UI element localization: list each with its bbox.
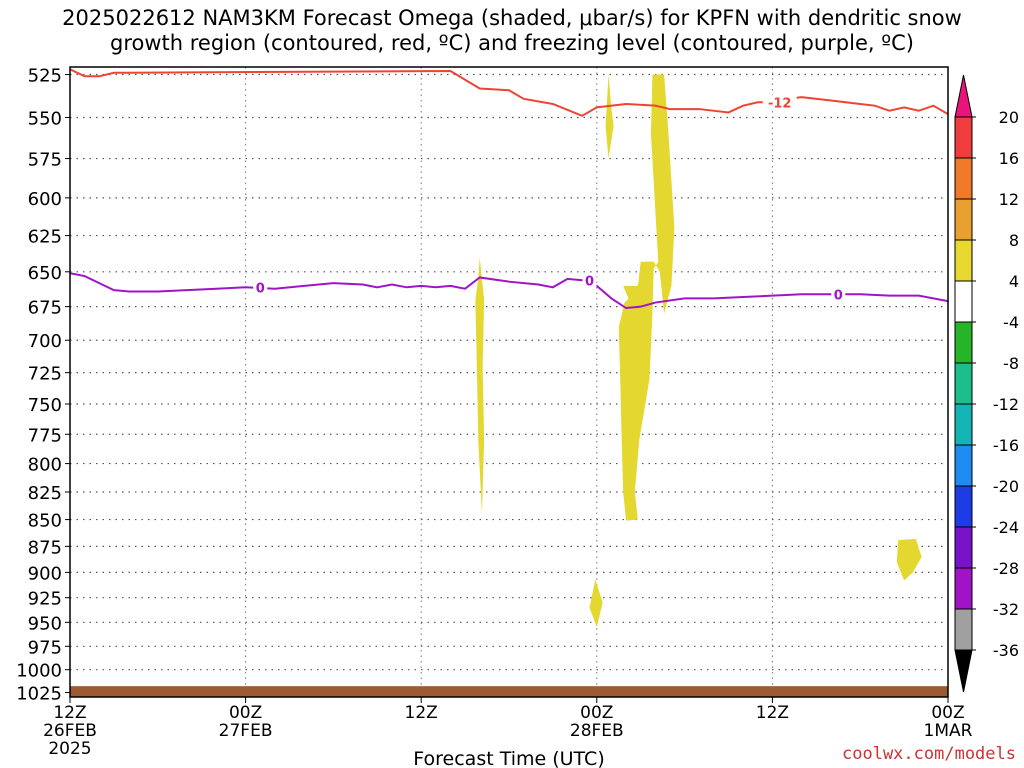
colorbar-label: -28 [993, 559, 1019, 578]
chart-title: 2025022612 NAM3KM Forecast Omega (shaded… [0, 6, 1024, 56]
colorbar-label: -16 [993, 436, 1019, 455]
x-tick-label: 12Z [756, 703, 789, 723]
y-tick-label: 675 [28, 298, 62, 319]
terrain-shading [70, 686, 948, 697]
y-tick-label: 700 [28, 331, 62, 352]
y-tick-label: 1000 [16, 661, 62, 682]
title-line-2: growth region (contoured, red, ºC) and f… [110, 31, 914, 55]
contour-label-bg [582, 273, 597, 288]
y-tick-label: 950 [28, 613, 62, 634]
x-tick-label: 12Z [53, 703, 86, 723]
contour-label-bg [831, 287, 846, 302]
y-tick-label: 575 [28, 150, 62, 171]
colorbar-bin [954, 280, 973, 323]
colorbar-bin [954, 608, 973, 651]
y-axis-ticks: 525 550 575 600 625 650 675 700 725 750 775 800 825 8… [16, 66, 70, 705]
x-tick-label: 27FEB [219, 721, 273, 741]
contour-line--12 [70, 68, 948, 117]
y-tick-label: 525 [28, 66, 62, 87]
y-tick-label: 1025 [16, 684, 62, 705]
colorbar-label: 16 [999, 149, 1019, 168]
colorbar-bin [954, 362, 973, 405]
colorbar-label: -4 [1003, 313, 1019, 332]
x-tick-label: 28FEB [570, 721, 624, 741]
omega-shaded-region [623, 74, 675, 314]
colorbar-label: -20 [993, 477, 1019, 496]
colorbar-label: -36 [993, 641, 1019, 660]
y-tick-label: 650 [28, 263, 62, 284]
omega-shaded-region [605, 74, 614, 159]
contour-label-bg [762, 95, 797, 110]
y-tick-label: 875 [28, 537, 62, 558]
colorbar-bin [954, 444, 973, 487]
colorbar-bin [954, 403, 973, 446]
omega-shaded-region [475, 257, 485, 515]
contour-label--12: -12 [768, 96, 792, 111]
colorbar-bin [954, 116, 973, 159]
x-tick-label: 2025 [48, 739, 91, 759]
gridlines [70, 67, 948, 697]
y-tick-label: 775 [28, 425, 62, 446]
contour-label-0: 0 [585, 274, 594, 289]
colorbar-label: 4 [1009, 272, 1019, 291]
x-tick-label: 00Z [229, 703, 262, 723]
colorbar-label: 12 [999, 190, 1019, 209]
y-tick-label: 750 [28, 395, 62, 416]
colorbar: 20 16 12 8 4 -4 -8 -12 -16 -20 -24 -28 -32 -36 [954, 74, 1019, 693]
colorbar-bin [954, 567, 973, 610]
colorbar-label: -32 [993, 600, 1019, 619]
colorbar-bin [954, 485, 973, 528]
y-tick-label: 825 [28, 483, 62, 504]
omega-shaded-region [618, 261, 654, 521]
omega-shaded-region [896, 538, 922, 581]
y-tick-label: 925 [28, 589, 62, 610]
colorbar-bin [954, 321, 973, 364]
y-tick-label: 975 [28, 637, 62, 658]
plot-frame [69, 66, 949, 698]
colorbar-bin [954, 526, 973, 569]
colorbar-label: -8 [1003, 354, 1019, 373]
y-tick-label: 850 [28, 511, 62, 532]
x-tick-label: 00Z [580, 703, 613, 723]
credit-text: coolwx.com/models [842, 744, 1016, 764]
x-axis-label: Forecast Time (UTC) [413, 748, 604, 768]
x-tick-label: 12Z [405, 703, 438, 723]
x-tick-label: 00Z [931, 703, 964, 723]
y-tick-label: 625 [28, 227, 62, 248]
y-tick-label: 725 [28, 364, 62, 385]
colorbar-bin [954, 198, 973, 241]
colorbar-label: 20 [999, 108, 1019, 127]
omega-shaded-region [589, 579, 603, 628]
y-tick-label: 550 [28, 109, 62, 130]
contour-label-0: 0 [834, 288, 843, 303]
colorbar-label: -12 [993, 395, 1019, 414]
contour-label-0: 0 [256, 281, 265, 296]
omega-shading [475, 74, 922, 628]
title-line-1: 2025022612 NAM3KM Forecast Omega (shaded… [62, 6, 962, 30]
y-tick-label: 600 [28, 189, 62, 210]
terrain-band [70, 686, 948, 697]
x-tick-label: 1MAR [924, 721, 973, 741]
colorbar-cap-top [954, 74, 973, 118]
contour-label-bg [253, 280, 268, 295]
x-tick-label: 26FEB [43, 721, 97, 741]
y-tick-label: 900 [28, 563, 62, 584]
y-tick-label: 800 [28, 455, 62, 476]
colorbar-cap-bottom [954, 649, 973, 693]
colorbar-bin [954, 239, 973, 282]
colorbar-label: -24 [993, 518, 1019, 537]
colorbar-bin [954, 157, 973, 200]
contour-line-0 [70, 272, 948, 310]
contour-lines: -12 0 0 0 [70, 68, 948, 310]
colorbar-label: 8 [1009, 231, 1019, 250]
